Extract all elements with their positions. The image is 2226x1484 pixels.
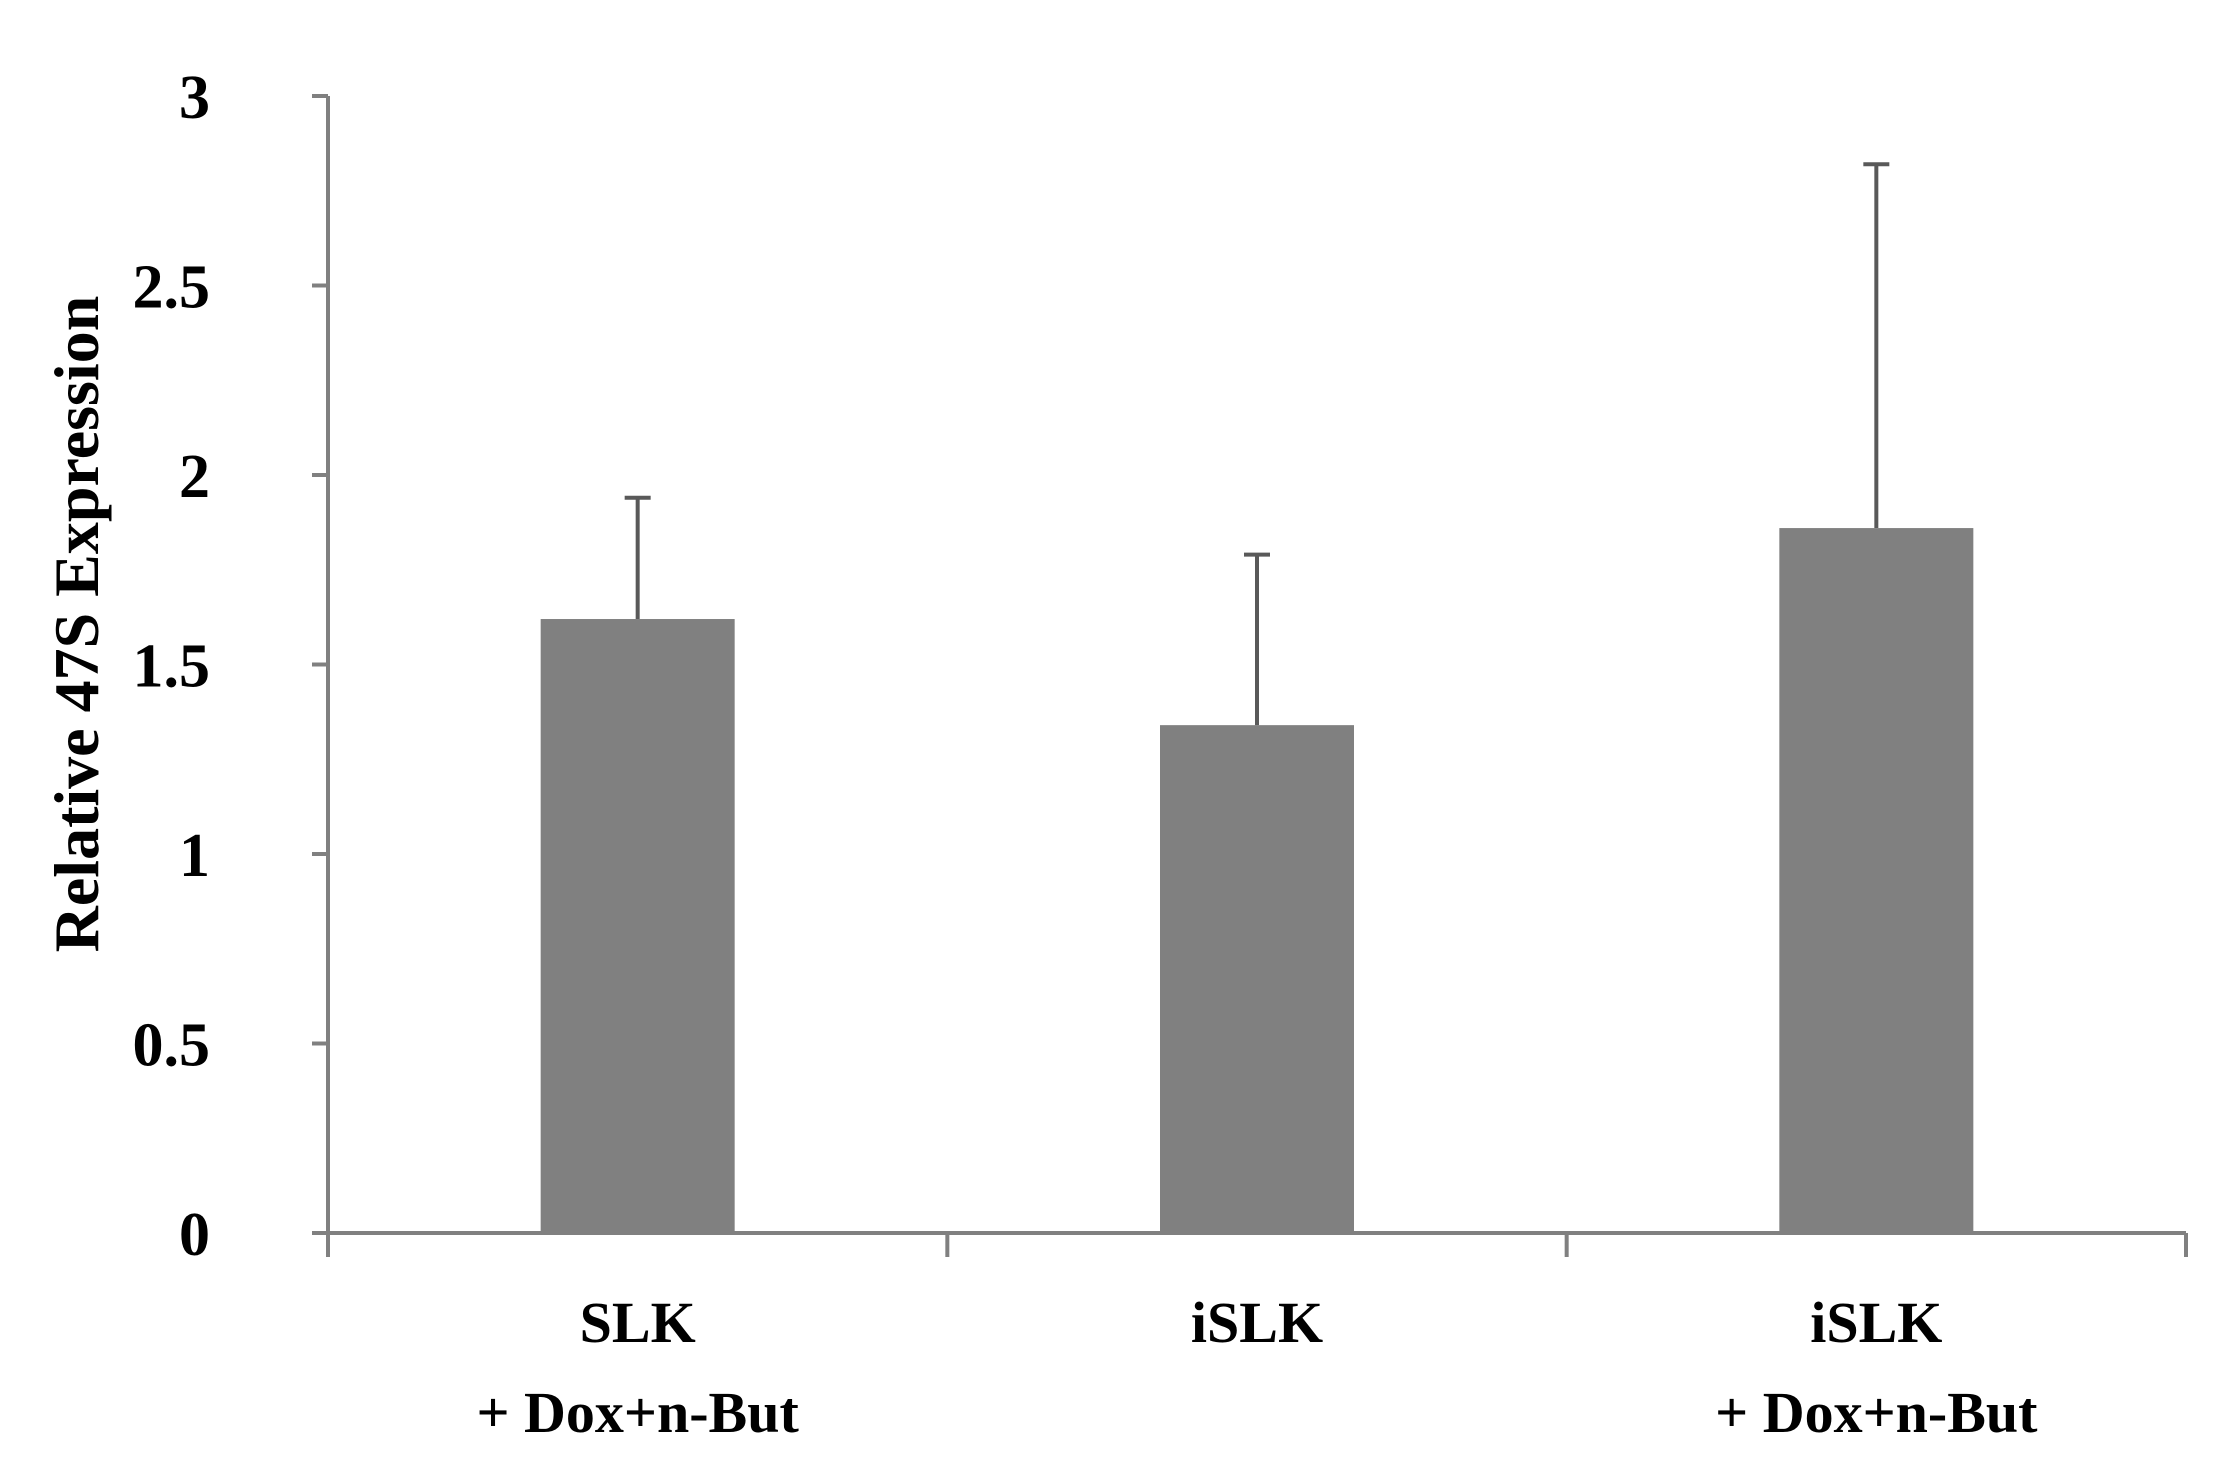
x-axis-ticks: SLK + Dox+n-But iSLK iSLK + Dox+n-But [326,1233,2188,1445]
y-tick-label: 1.5 [133,633,211,701]
error-bars-group [624,162,1890,726]
x-tick-label-line1: SLK [580,1290,696,1355]
y-tick-label: 2 [179,443,210,511]
bar [1779,528,1974,1233]
x-tick-label-line1: iSLK [1191,1290,1323,1355]
bar [540,619,735,1233]
y-tick-label: 2.5 [133,254,211,322]
y-tick-label: 0.5 [133,1012,211,1080]
y-axis-title: Relative 47S Expression [41,296,112,953]
x-tick-label-line2: + Dox+n-But [1715,1380,2038,1445]
y-axis-title-group: Relative 47S Expression [41,296,112,953]
y-tick-label: 0 [179,1201,210,1269]
bar [1160,725,1354,1233]
y-tick-label: 3 [179,64,210,132]
bars-group [540,528,1974,1233]
x-tick-label-line2: + Dox+n-But [477,1380,800,1445]
y-tick-label: 1 [179,822,210,890]
axes-group [326,96,2186,1235]
y-axis-ticks: 0 0.5 1 1.5 2 2.5 3 [133,64,328,1269]
x-tick-label-line1: iSLK [1810,1290,1942,1355]
